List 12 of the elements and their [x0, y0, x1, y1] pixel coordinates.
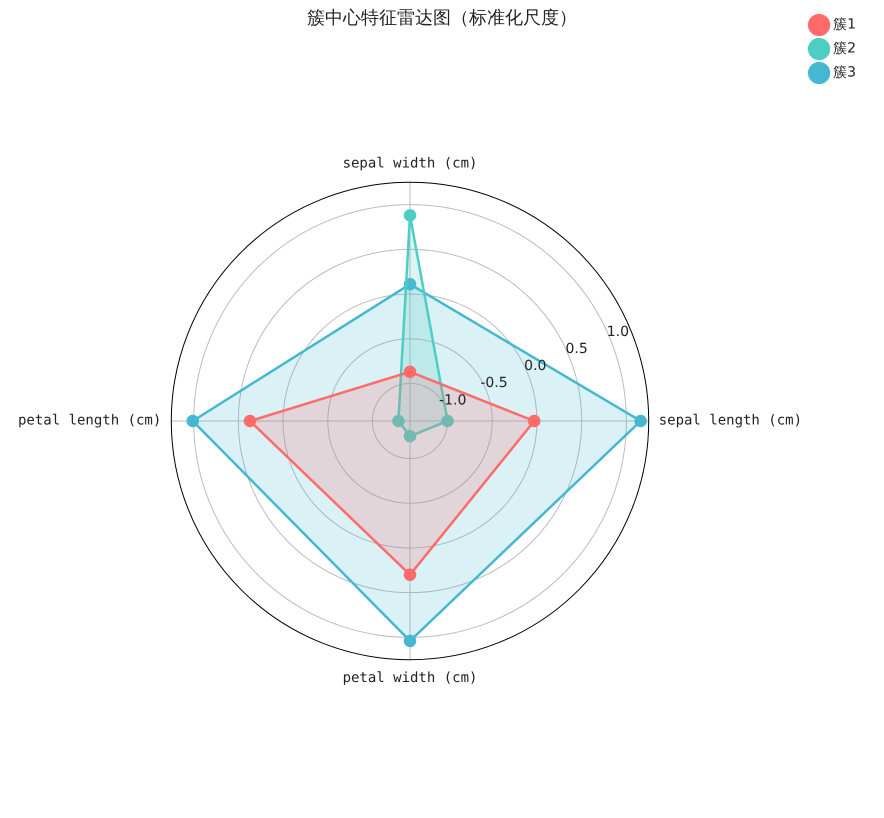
legend-label: 簇1 — [833, 16, 856, 33]
spoke-label: sepal width (cm) — [342, 156, 478, 172]
y-tick-label: 0.5 — [565, 340, 588, 357]
y-tick-label: -0.5 — [480, 375, 508, 392]
legend-label: 簇2 — [833, 40, 856, 57]
spoke-label: sepal length (cm) — [658, 412, 802, 429]
spoke-label: petal length (cm) — [18, 412, 162, 429]
y-tick-label: 0.0 — [524, 358, 546, 374]
y-tick-label: 1.0 — [606, 324, 630, 340]
chart-title: 簇中心特征雷达图（标准化尺度） — [307, 7, 577, 28]
legend-label: 簇3 — [833, 64, 856, 81]
spoke-label: petal width (cm) — [342, 670, 478, 686]
